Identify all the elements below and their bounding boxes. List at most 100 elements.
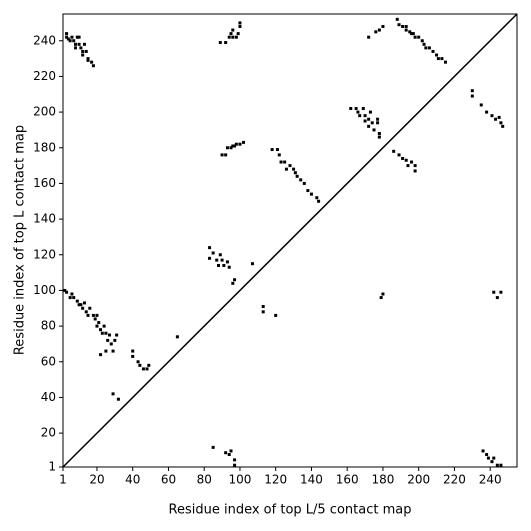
contact-point [63,288,67,292]
contact-point [356,110,360,114]
x-tick-label: 140 [300,473,323,487]
contact-point [227,453,231,457]
contact-point [91,313,95,317]
contact-point [374,30,378,34]
contact-point [422,42,426,46]
contact-point [495,463,499,467]
contact-point [397,23,401,27]
contact-point [363,119,367,123]
contact-point [485,453,489,457]
contact-point [406,164,410,168]
y-tick-label: 160 [33,176,56,190]
contact-point [381,24,385,28]
contact-point [66,37,70,41]
x-tick-label: 240 [479,473,502,487]
contact-point [397,153,401,157]
contact-point [102,324,106,328]
contact-point [492,456,496,460]
contact-point [349,107,353,111]
contact-point [217,263,221,267]
contact-point [225,260,229,264]
contact-point [233,144,237,148]
contact-point [72,296,76,300]
x-tick-label: 160 [336,473,359,487]
y-tick-label: 20 [41,426,56,440]
contact-point [220,258,224,262]
contact-point [470,94,474,98]
contact-point [376,117,380,121]
contact-point [72,39,76,43]
contact-point [376,121,380,125]
contact-point [435,53,439,57]
contact-point [395,17,399,21]
contact-point [242,140,246,144]
contact-point [215,258,219,262]
contact-point [372,128,376,132]
contact-point [494,117,498,121]
contact-point [65,290,69,294]
contact-point [238,21,242,25]
contact-point [363,114,367,118]
contact-point [231,281,235,285]
contact-point [84,310,88,314]
contact-point [420,39,424,43]
contact-point [270,148,274,152]
contact-point [413,35,417,39]
contact-point [299,178,303,182]
contact-point [111,349,115,353]
contact-point [77,42,81,46]
contact-point [100,331,104,335]
contact-point [224,153,228,157]
x-tick-label: 1 [59,473,67,487]
contact-point [82,301,86,305]
y-tick-label: 120 [33,247,56,261]
contact-point [218,253,222,257]
contact-point [424,46,428,50]
contact-point [284,167,288,171]
x-tick-label: 100 [228,473,251,487]
contact-point [315,196,319,200]
contact-point [231,144,235,148]
contact-point [367,117,371,121]
contact-point [408,30,412,34]
contact-point [91,64,95,68]
x-tick-label: 60 [161,473,176,487]
x-tick-label: 40 [125,473,140,487]
contact-point [116,397,120,401]
contact-point [367,124,371,128]
contact-point [77,35,81,39]
y-tick-label: 1 [48,460,56,474]
x-axis-label: Residue index of top L/5 contact map [169,503,412,518]
contact-point [224,41,228,45]
contact-point [499,463,503,467]
contact-point [145,367,149,371]
y-tick-label: 200 [33,105,56,119]
contact-point [68,296,72,300]
contact-point [250,262,254,266]
contact-point [274,313,278,317]
contact-point [444,60,448,64]
contact-point [107,333,111,337]
contact-point [440,57,444,61]
contact-point [275,148,279,152]
contact-point [233,463,237,467]
x-tick-label: 220 [443,473,466,487]
contact-point [229,32,233,36]
contact-point [211,445,215,449]
contact-point [74,42,78,46]
contact-point [65,32,69,36]
contact-point [309,192,313,196]
contact-point [379,296,383,300]
contact-point [368,110,372,114]
contact-point [224,451,228,455]
contact-point [370,121,374,125]
contact-point [361,107,365,111]
contact-point [82,42,86,46]
contact-point [95,324,99,328]
contact-point [113,338,117,342]
contact-point [220,153,224,157]
contact-point [413,169,417,173]
contact-point [208,246,212,250]
contact-point [131,349,135,353]
